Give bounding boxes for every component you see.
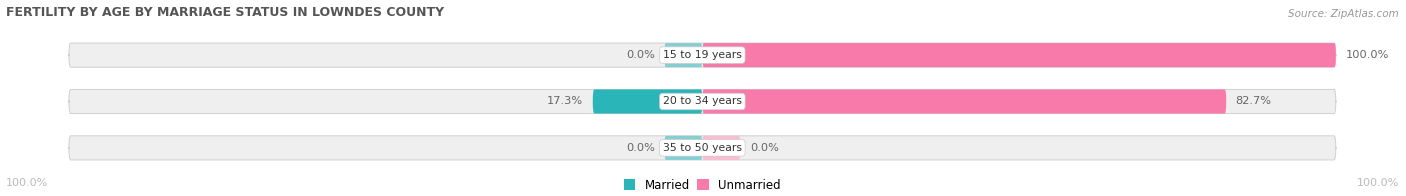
FancyBboxPatch shape [665,43,703,67]
FancyBboxPatch shape [703,89,1226,113]
FancyBboxPatch shape [69,43,1336,67]
FancyBboxPatch shape [69,89,1336,113]
Text: 35 to 50 years: 35 to 50 years [662,143,742,153]
Text: 15 to 19 years: 15 to 19 years [662,50,742,60]
Text: 82.7%: 82.7% [1236,96,1272,106]
FancyBboxPatch shape [703,43,1336,67]
FancyBboxPatch shape [665,136,703,160]
Text: FERTILITY BY AGE BY MARRIAGE STATUS IN LOWNDES COUNTY: FERTILITY BY AGE BY MARRIAGE STATUS IN L… [6,6,444,19]
Text: 20 to 34 years: 20 to 34 years [662,96,742,106]
Text: 100.0%: 100.0% [1346,50,1389,60]
Text: 0.0%: 0.0% [626,143,655,153]
Text: Source: ZipAtlas.com: Source: ZipAtlas.com [1288,9,1399,19]
FancyBboxPatch shape [593,89,703,113]
FancyBboxPatch shape [703,136,741,160]
Text: 0.0%: 0.0% [749,143,779,153]
Text: 100.0%: 100.0% [6,178,48,188]
FancyBboxPatch shape [69,136,1336,160]
Text: 17.3%: 17.3% [547,96,583,106]
Text: 0.0%: 0.0% [626,50,655,60]
Legend: Married, Unmarried: Married, Unmarried [624,179,782,192]
Text: 100.0%: 100.0% [1357,178,1399,188]
